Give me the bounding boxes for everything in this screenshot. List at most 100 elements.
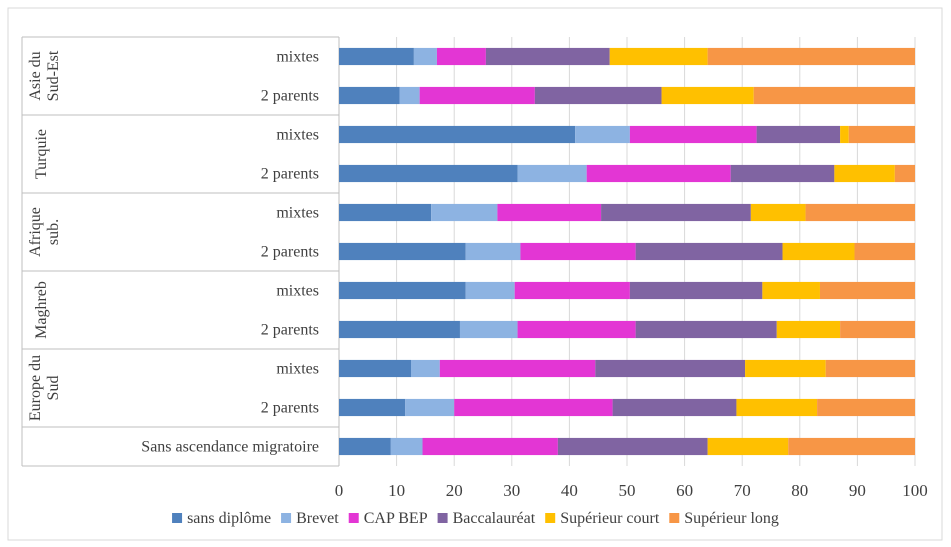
row-label: mixtes bbox=[276, 127, 319, 144]
x-tick-label: 10 bbox=[388, 481, 405, 500]
bar-segment bbox=[339, 86, 400, 105]
x-tick-label: 20 bbox=[446, 481, 463, 500]
row-label: 2 parents bbox=[261, 322, 319, 339]
bar-segment bbox=[465, 281, 515, 300]
row-label: mixtes bbox=[276, 49, 319, 66]
legend-label: sans diplôme bbox=[187, 510, 271, 527]
legend-item: Supérieur court bbox=[545, 510, 660, 527]
row-label: 2 parents bbox=[261, 400, 319, 417]
bar-segment bbox=[736, 398, 818, 417]
bar-segment bbox=[339, 203, 432, 222]
row-label: mixtes bbox=[276, 361, 319, 378]
bar-segment bbox=[413, 47, 437, 66]
row-label: 2 parents bbox=[261, 244, 319, 261]
bar-segment bbox=[629, 281, 763, 300]
bar-segment bbox=[817, 398, 915, 417]
bar-segment bbox=[514, 281, 630, 300]
legend-swatch bbox=[281, 513, 292, 523]
bar-segment bbox=[840, 125, 849, 144]
bar-segment bbox=[339, 437, 391, 456]
bar-segment bbox=[776, 320, 841, 339]
x-tick-label: 60 bbox=[676, 481, 693, 500]
x-tick-label: 30 bbox=[503, 481, 520, 500]
bar-segment bbox=[805, 203, 915, 222]
legend-label: Baccalauréat bbox=[453, 510, 536, 527]
bar-segment bbox=[745, 359, 826, 378]
bar-segment bbox=[557, 437, 708, 456]
x-tick-label: 50 bbox=[619, 481, 636, 500]
row-label: Sans ascendance migratoire bbox=[141, 439, 319, 456]
x-axis: 0 10 20 30 40 50 60 70 80 90 100 bbox=[335, 481, 928, 500]
bar-segment bbox=[431, 203, 498, 222]
bar-segment bbox=[730, 164, 835, 183]
legend-swatch bbox=[348, 513, 359, 523]
legend-item: Supérieur long bbox=[669, 510, 779, 527]
bar-segment bbox=[520, 242, 636, 261]
legend-swatch bbox=[437, 513, 448, 523]
bar-segment bbox=[629, 125, 757, 144]
bar-segment bbox=[497, 203, 602, 222]
bar-segment bbox=[339, 242, 466, 261]
bar-segment bbox=[586, 164, 731, 183]
legend: sans diplôme Brevet CAP BEP Baccalauréat Sup… bbox=[172, 510, 779, 527]
bar-segment bbox=[635, 242, 783, 261]
bar-segment bbox=[894, 164, 915, 183]
bar-segment bbox=[707, 437, 789, 456]
bar-segment bbox=[661, 86, 754, 105]
group-label: Asie duSud-Est bbox=[27, 50, 62, 101]
bar-segment bbox=[419, 86, 535, 105]
row-label: 2 parents bbox=[261, 166, 319, 183]
bar-segment bbox=[819, 281, 915, 300]
bar-segment bbox=[834, 164, 895, 183]
group-label: Europe duSud bbox=[27, 355, 62, 421]
x-tick-label: 80 bbox=[791, 481, 808, 500]
bar-segment bbox=[390, 437, 423, 456]
legend-label: Supérieur long bbox=[684, 510, 779, 527]
bar-segment bbox=[465, 242, 521, 261]
group-label: Afriquesub. bbox=[27, 207, 62, 257]
bar-segment bbox=[575, 125, 630, 144]
bar-segment bbox=[339, 47, 414, 66]
bar-segment bbox=[762, 281, 820, 300]
row-label: 2 parents bbox=[261, 88, 319, 105]
bar-segment bbox=[439, 359, 596, 378]
bar-segment bbox=[854, 242, 915, 261]
bar-segment bbox=[339, 320, 460, 339]
x-tick-label: 90 bbox=[849, 481, 866, 500]
x-tick-label: 0 bbox=[335, 481, 344, 500]
bar-segment bbox=[339, 398, 406, 417]
bar-segment bbox=[517, 320, 636, 339]
bar-segment bbox=[339, 359, 411, 378]
bar-segment bbox=[399, 86, 420, 105]
bar-segment bbox=[609, 47, 708, 66]
bar-segment bbox=[411, 359, 440, 378]
bar-segment bbox=[753, 86, 915, 105]
bar-segment bbox=[339, 281, 466, 300]
bars bbox=[339, 47, 915, 456]
row-label: mixtes bbox=[276, 205, 319, 222]
bar-segment bbox=[840, 320, 915, 339]
bar-segment bbox=[422, 437, 558, 456]
bar-segment bbox=[436, 47, 486, 66]
legend-label: Brevet bbox=[296, 510, 339, 527]
bar-segment bbox=[339, 164, 518, 183]
bar-segment bbox=[454, 398, 613, 417]
group-label: Maghreb bbox=[33, 281, 50, 339]
bar-segment bbox=[707, 47, 915, 66]
bar-segment bbox=[485, 47, 610, 66]
x-tick-label: 100 bbox=[902, 481, 928, 500]
bar-segment bbox=[788, 437, 915, 456]
bar-segment bbox=[756, 125, 841, 144]
bar-segment bbox=[534, 86, 662, 105]
bar-segment bbox=[612, 398, 737, 417]
bar-segment bbox=[405, 398, 455, 417]
legend-label: Supérieur court bbox=[560, 510, 660, 527]
legend-item: Brevet bbox=[281, 510, 339, 527]
bar-segment bbox=[848, 125, 915, 144]
bar-segment bbox=[635, 320, 777, 339]
category-axis: Asie duSud-Est mixtes 2 parents Turquie mixt… bbox=[21, 36, 340, 467]
group-label: Turquie bbox=[33, 129, 50, 179]
bar-segment bbox=[459, 320, 518, 339]
legend-item: CAP BEP bbox=[348, 510, 428, 527]
